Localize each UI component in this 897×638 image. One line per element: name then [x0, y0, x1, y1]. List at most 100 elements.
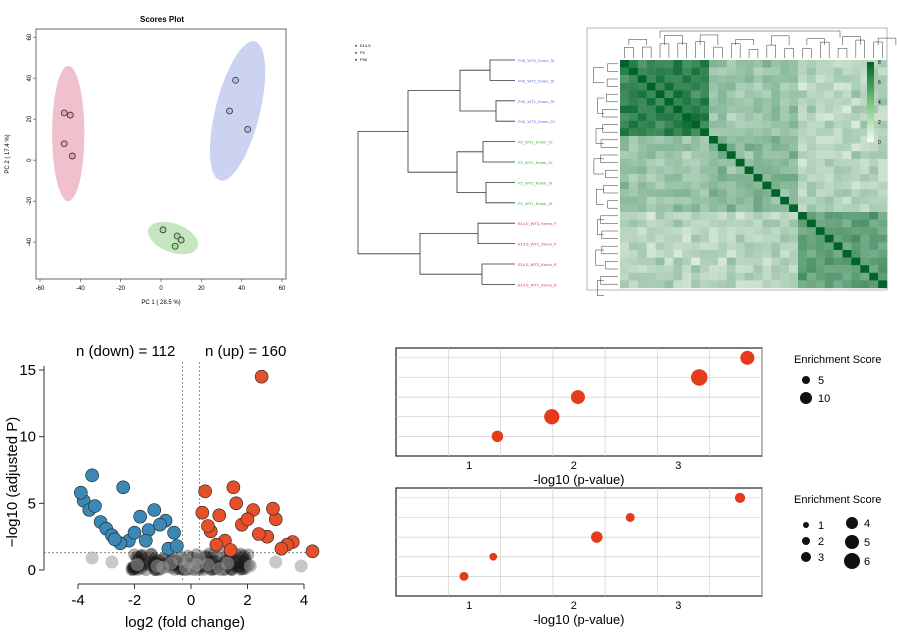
- heatmap-cell: [798, 75, 808, 83]
- heatmap-cell: [878, 242, 888, 251]
- heatmap-cell: [753, 75, 763, 83]
- heatmap-cell: [700, 105, 710, 114]
- heatmap-cell: [780, 212, 790, 220]
- heatmap-cell: [646, 136, 656, 144]
- heatmap-cell: [655, 158, 665, 167]
- heatmap-cell: [851, 67, 861, 76]
- heatmap-cell: [709, 227, 719, 235]
- heatmap-cell: [691, 143, 701, 152]
- heatmap-cell: [780, 166, 790, 175]
- heatmap-cell: [753, 143, 763, 152]
- pca-point: [173, 232, 181, 240]
- heatmap-cell: [735, 227, 745, 235]
- heatmap-cell: [762, 265, 772, 273]
- heatmap-cell: [655, 113, 665, 121]
- heatmap-cell: [673, 212, 683, 220]
- heatmap-cell: [851, 219, 861, 228]
- heatmap-cell: [806, 105, 816, 114]
- heatmap-cell: [851, 113, 861, 121]
- enrichment-legend-dot: [803, 522, 809, 528]
- heatmap-cell: [735, 120, 745, 129]
- heatmap-cell: [655, 90, 665, 99]
- heatmap-cell: [771, 128, 781, 137]
- heatmap-cell: [673, 257, 683, 266]
- heatmap-cell: [673, 98, 683, 106]
- heatmap-cell: [709, 82, 719, 91]
- volcano-ytick-label: 15: [19, 362, 36, 379]
- volcano-point-ns: [231, 560, 244, 573]
- heatmap-cell: [771, 227, 781, 235]
- heatmap-cell: [717, 113, 727, 121]
- pca-point: [60, 140, 68, 148]
- heatmap-cell: [620, 113, 630, 121]
- heatmap-cell: [878, 128, 888, 137]
- heatmap-cell: [620, 60, 630, 68]
- heatmap-cell: [717, 128, 727, 137]
- heatmap-legend-label: E14.5: [360, 43, 371, 48]
- volcano-point-ns: [242, 548, 255, 561]
- heatmap-cell: [655, 60, 665, 68]
- heatmap-cell: [735, 60, 745, 68]
- heatmap-cell: [824, 90, 834, 99]
- dendrogram-branch: [624, 47, 634, 58]
- heatmap-cell: [869, 272, 879, 281]
- enrichment-xtick-label: 1: [466, 600, 472, 612]
- enrichment-legend-label: 10: [818, 393, 830, 405]
- dendrogram-branch: [606, 78, 618, 87]
- heatmap-cell: [700, 181, 710, 190]
- heatmap-cell: [860, 67, 870, 76]
- heatmap-cell: [717, 60, 727, 68]
- heatmap-cell: [735, 136, 745, 144]
- heatmap-cell: [682, 196, 692, 205]
- heatmap-cell: [798, 280, 808, 289]
- heatmap-cell: [878, 219, 888, 228]
- heatmap-cell: [735, 166, 745, 175]
- heatmap-cell: [655, 166, 665, 175]
- heatmap-cell: [700, 113, 710, 121]
- heatmap-cell: [700, 128, 710, 137]
- heatmap-cell: [700, 151, 710, 159]
- heatmap-cell: [753, 98, 763, 106]
- volcano-point-ns: [269, 555, 283, 569]
- heatmap-cell: [709, 90, 719, 99]
- heatmap-cell: [842, 189, 852, 197]
- heatmap-cell: [753, 174, 763, 182]
- heatmap-cell: [673, 227, 683, 235]
- heatmap-colorbar-label: 8: [878, 60, 881, 66]
- heatmap-cell: [762, 67, 772, 76]
- heatmap-cell: [851, 196, 861, 205]
- heatmap-cell: [691, 113, 701, 121]
- heatmap-cell: [744, 120, 754, 129]
- heatmap-cell: [771, 212, 781, 220]
- enrichment-plot-frame: [395, 487, 763, 597]
- heatmap-cell: [789, 151, 799, 159]
- heatmap-cell: [780, 257, 790, 266]
- heatmap-cell: [682, 105, 692, 114]
- heatmap-cell: [726, 204, 736, 213]
- heatmap-cell: [851, 166, 861, 175]
- heatmap-cell: [806, 181, 816, 190]
- heatmap-cell: [815, 60, 825, 68]
- heatmap-cell: [771, 151, 781, 159]
- heatmap-cell: [851, 265, 861, 273]
- heatmap-cell: [628, 280, 638, 289]
- volcano-point-ns: [190, 558, 204, 572]
- heatmap-cell: [673, 151, 683, 159]
- heatmap-cell: [682, 90, 692, 99]
- heatmap-cell: [726, 174, 736, 182]
- heatmap-cell: [682, 113, 692, 121]
- heatmap-cell: [744, 272, 754, 281]
- heatmap-cell: [646, 257, 656, 266]
- heatmap-cell: [673, 105, 683, 114]
- dendrogram-branch: [595, 128, 604, 144]
- heatmap-cell: [628, 105, 638, 114]
- heatmap-cell: [717, 105, 727, 114]
- heatmap-cell: [806, 75, 816, 83]
- heatmap-cell: [691, 136, 701, 144]
- heatmap-cell: [842, 60, 852, 68]
- heatmap-cell: [815, 120, 825, 129]
- heatmap-cell: [744, 196, 754, 205]
- heatmap-cell: [664, 128, 674, 137]
- heatmap-cell: [682, 265, 692, 273]
- heatmap-cell: [806, 242, 816, 251]
